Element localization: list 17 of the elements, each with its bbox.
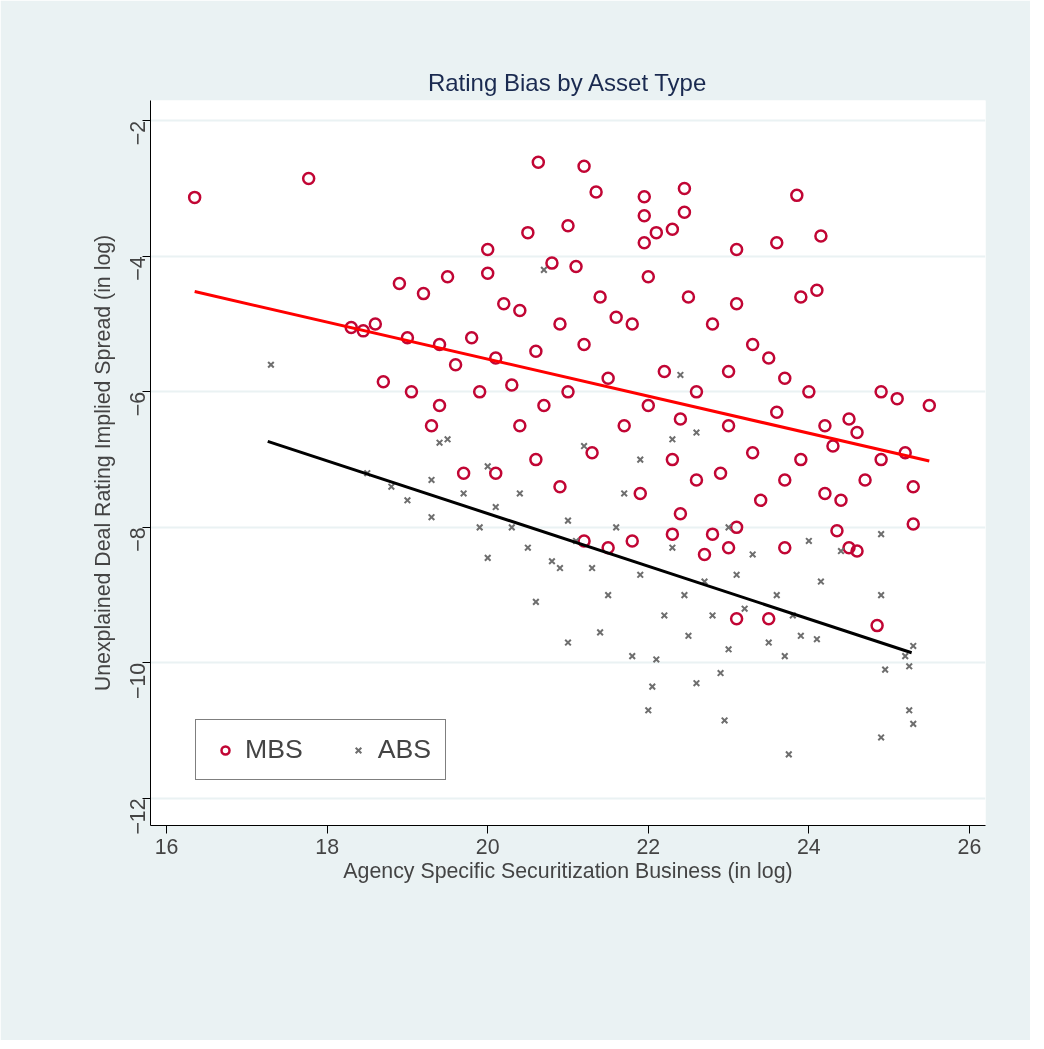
x-tick-label: 18: [315, 834, 340, 859]
y-tick-label: −8: [126, 527, 150, 552]
x-tick-label: 16: [154, 834, 179, 859]
x-tick-label: 24: [797, 834, 821, 859]
legend-label: ABS: [377, 734, 432, 765]
y-tick-label: −4: [126, 256, 150, 281]
y-tick-label: −10: [126, 662, 150, 700]
legend-label: MBS: [245, 734, 303, 765]
x-axis-title: Agency Specific Securitization Business (in log): [343, 858, 793, 883]
y-tick-label: −12: [126, 798, 150, 835]
x-tick-label: 20: [475, 834, 500, 859]
x-tick-label: 26: [957, 834, 982, 859]
y-axis-title: Unexplained Deal Rating Implied Spread (in log): [90, 234, 115, 692]
y-tick-label: −6: [126, 391, 150, 417]
y-tick-label: −2: [126, 120, 150, 146]
x-tick-label: 22: [636, 834, 661, 859]
chart-title: Rating Bias by Asset Type: [427, 68, 707, 96]
